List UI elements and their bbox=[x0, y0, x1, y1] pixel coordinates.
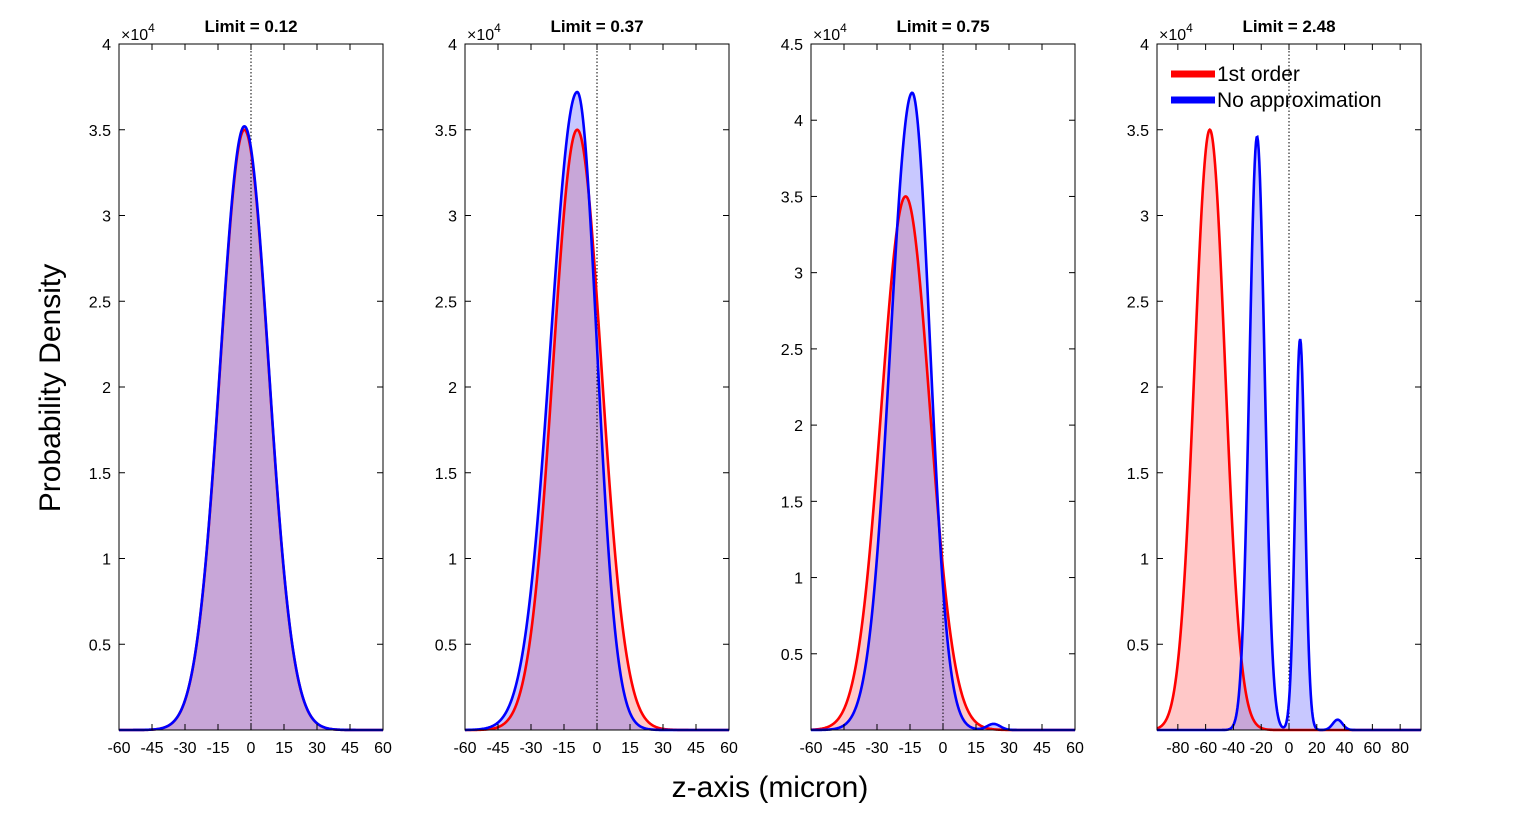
subplot-4: -80 -60 -40 -20 0 20 40 60 800.511.522.533.54×10… bbox=[1127, 17, 1422, 757]
x-tick-label: -60 bbox=[1194, 740, 1217, 757]
y-tick-label: 2 bbox=[1140, 380, 1149, 397]
x-tick-label: -60 bbox=[453, 740, 476, 757]
y-tick-label: 3 bbox=[102, 209, 111, 226]
legend-label: No approximation bbox=[1217, 89, 1382, 112]
x-tick-label: -40 bbox=[1222, 740, 1245, 757]
y-axis-label: Probability Density bbox=[34, 264, 67, 512]
y-tick-label: 2.5 bbox=[1127, 294, 1149, 311]
y-exponent-base: ×10 bbox=[467, 27, 494, 44]
subplot-title: Limit = 0.12 bbox=[204, 17, 297, 36]
x-tick-label: 60 bbox=[1066, 740, 1084, 757]
y-tick-label: 3 bbox=[1140, 209, 1149, 226]
y-exponent-power: 4 bbox=[1186, 21, 1193, 35]
y-tick-label: 1.5 bbox=[89, 466, 111, 483]
x-tick-label: -45 bbox=[486, 740, 509, 757]
x-tick-label: 40 bbox=[1336, 740, 1354, 757]
legend: 1st order No approximation bbox=[1171, 63, 1382, 112]
y-tick-label: 1 bbox=[1140, 552, 1149, 569]
x-tick-label: 0 bbox=[247, 740, 256, 757]
x-tick-label: -45 bbox=[832, 740, 855, 757]
x-tick-label: -60 bbox=[799, 740, 822, 757]
x-tick-label: 45 bbox=[687, 740, 705, 757]
y-tick-label: 2.5 bbox=[89, 294, 111, 311]
x-tick-label: 45 bbox=[1033, 740, 1051, 757]
y-tick-label: 2 bbox=[102, 380, 111, 397]
y-tick-label: 3 bbox=[794, 266, 803, 283]
x-tick-label: 0 bbox=[1285, 740, 1294, 757]
y-tick-label: 1 bbox=[448, 552, 457, 569]
y-tick-label: 4.5 bbox=[781, 37, 803, 54]
x-tick-label: 80 bbox=[1391, 740, 1409, 757]
subplot-3: -60 -45 -30 -15 0 15 30 45 60 0.5 1 1.5 2 2.5 3 3.5 4 4.5… bbox=[781, 17, 1084, 757]
x-tick-label: -60 bbox=[107, 740, 130, 757]
x-tick-label: -30 bbox=[173, 740, 196, 757]
y-tick-label: 4 bbox=[102, 37, 111, 54]
y-tick-label: 1 bbox=[794, 571, 803, 588]
x-tick-label: 0 bbox=[593, 740, 602, 757]
y-tick-label: 1.5 bbox=[435, 466, 457, 483]
y-tick-label: 4 bbox=[448, 37, 457, 54]
y-exponent-base: ×10 bbox=[121, 27, 148, 44]
y-tick-label: 4 bbox=[1140, 37, 1149, 54]
y-tick-label: 0.5 bbox=[435, 637, 457, 654]
x-tick-label: 15 bbox=[275, 740, 293, 757]
y-exponent-label: ×104 bbox=[1159, 21, 1193, 44]
y-tick-label: 1.5 bbox=[1127, 466, 1149, 483]
x-tick-label: 20 bbox=[1308, 740, 1326, 757]
y-exponent-power: 4 bbox=[148, 21, 155, 35]
x-tick-label: -15 bbox=[206, 740, 229, 757]
x-tick-label: 30 bbox=[308, 740, 326, 757]
y-tick-label: 1 bbox=[102, 552, 111, 569]
y-exponent-base: ×10 bbox=[1159, 27, 1186, 44]
y-tick-label: 4 bbox=[794, 113, 803, 130]
y-tick-label: 2.5 bbox=[781, 342, 803, 359]
x-axis-label: z-axis (micron) bbox=[672, 771, 869, 804]
y-exponent-label: ×104 bbox=[121, 21, 155, 44]
x-tick-label: 60 bbox=[374, 740, 392, 757]
subplot-title: Limit = 0.37 bbox=[550, 17, 643, 36]
subplots: -60 -45 -30 -15 0 15 30 45 600.511.522.533.54×10… bbox=[89, 17, 1422, 757]
y-exponent-power: 4 bbox=[494, 21, 501, 35]
y-exponent-label: ×104 bbox=[813, 21, 847, 44]
y-tick-label: 2 bbox=[794, 418, 803, 435]
y-tick-label: 3.5 bbox=[781, 189, 803, 206]
x-tick-label: 30 bbox=[654, 740, 672, 757]
x-tick-label: -80 bbox=[1166, 740, 1189, 757]
x-tick-label: 0 bbox=[939, 740, 948, 757]
subplot-title: Limit = 0.75 bbox=[896, 17, 989, 36]
x-tick-label: 30 bbox=[1000, 740, 1018, 757]
x-tick-label: -15 bbox=[898, 740, 921, 757]
y-exponent-base: ×10 bbox=[813, 27, 840, 44]
y-tick-label: 1.5 bbox=[781, 494, 803, 511]
x-tick-label: -45 bbox=[140, 740, 163, 757]
legend-label: 1st order bbox=[1217, 63, 1300, 86]
y-tick-label: 0.5 bbox=[1127, 637, 1149, 654]
x-tick-label: 60 bbox=[720, 740, 738, 757]
x-tick-label: 15 bbox=[621, 740, 639, 757]
area-overlap bbox=[811, 196, 1075, 731]
subplot-title: Limit = 2.48 bbox=[1242, 17, 1335, 36]
area-first-order bbox=[1157, 129, 1421, 730]
y-exponent-power: 4 bbox=[840, 21, 847, 35]
x-tick-label: -15 bbox=[552, 740, 575, 757]
x-tick-label: -30 bbox=[519, 740, 542, 757]
y-tick-label: 3.5 bbox=[435, 123, 457, 140]
subplot-1: -60 -45 -30 -15 0 15 30 45 600.511.522.533.54×10… bbox=[89, 17, 392, 757]
y-tick-label: 0.5 bbox=[89, 637, 111, 654]
x-tick-label: 45 bbox=[341, 740, 359, 757]
subplot-2: -60 -45 -30 -15 0 15 30 45 600.511.522.533.54×10… bbox=[435, 17, 738, 757]
y-tick-label: 3.5 bbox=[1127, 123, 1149, 140]
y-tick-label: 3 bbox=[448, 209, 457, 226]
x-tick-label: -30 bbox=[865, 740, 888, 757]
x-tick-label: -20 bbox=[1250, 740, 1273, 757]
x-tick-label: 15 bbox=[967, 740, 985, 757]
y-tick-label: 2.5 bbox=[435, 294, 457, 311]
y-tick-label: 0.5 bbox=[781, 647, 803, 664]
y-tick-label: 3.5 bbox=[89, 123, 111, 140]
x-tick-label: 60 bbox=[1363, 740, 1381, 757]
y-tick-label: 2 bbox=[448, 380, 457, 397]
y-exponent-label: ×104 bbox=[467, 21, 501, 44]
